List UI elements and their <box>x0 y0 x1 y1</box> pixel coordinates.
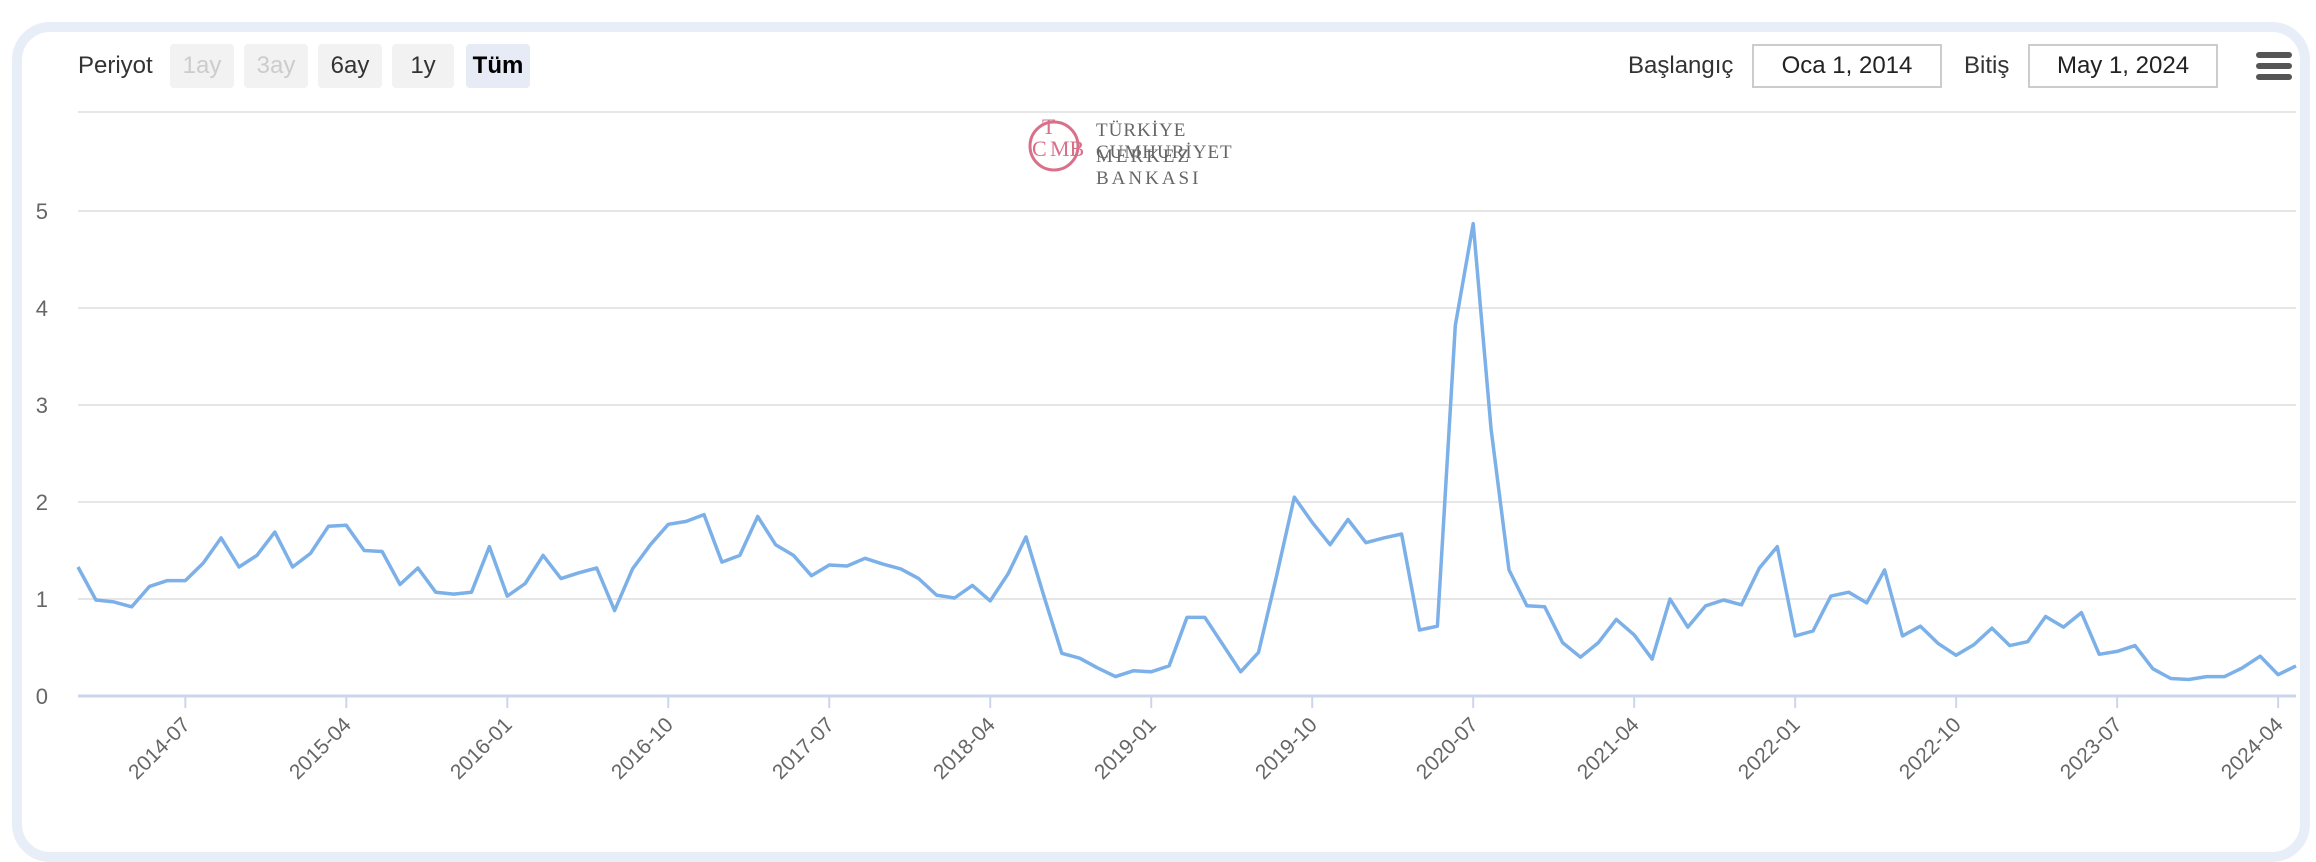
chart-container <box>12 22 2310 862</box>
x-tick-label: 2019-10 <box>1251 713 1322 784</box>
x-tick-label: 2021-04 <box>1573 713 1644 784</box>
y-tick-label: 1 <box>36 587 48 612</box>
x-axis: 2014-07 2015-04 2016-01 2016-10 2017-07 2018-… <box>78 694 2296 784</box>
end-date-label: Bitiş <box>1964 52 2010 79</box>
hamburger-menu-icon[interactable] <box>2256 52 2292 84</box>
x-tick-label: 2022-10 <box>1895 713 1966 784</box>
x-tick-label: 2018-04 <box>929 713 1000 784</box>
grid-lines <box>78 111 2296 600</box>
series-line <box>76 221 2297 682</box>
y-axis: 0 1 2 3 4 5 <box>36 199 48 709</box>
x-tick-label: 2024-04 <box>2217 713 2288 784</box>
logo-line2: MERKEZ BANKASI <box>1096 146 1202 189</box>
range-1y-button[interactable]: 1y <box>392 44 454 88</box>
x-tick-label: 2022-01 <box>1734 713 1805 784</box>
start-date-label: Başlangıç <box>1628 52 1734 79</box>
range-selector-toolbar: Periyot 1ay 3ay 6ay 1y Tüm Başlangıç Oca… <box>0 0 2316 90</box>
x-tick-label: 2023-07 <box>2056 713 2127 784</box>
tcmb-logo: T C MB TÜRKİYE CUMHURİYET MERKEZ BANKASI <box>1022 112 1232 189</box>
tcmb-emblem-icon: T C MB <box>1028 114 1084 172</box>
series-group <box>76 221 2297 682</box>
x-tick-label: 2015-04 <box>285 713 356 784</box>
y-tick-label: 2 <box>36 490 48 515</box>
x-tick-label: 2019-01 <box>1090 713 1161 784</box>
x-tick-label: 2014-07 <box>124 713 195 784</box>
logo-line1: TÜRKİYE CUMHURİYET <box>1096 120 1233 163</box>
y-tick-label: 4 <box>36 296 48 321</box>
x-tick-label: 2016-01 <box>446 713 517 784</box>
svg-text:C: C <box>1032 136 1047 161</box>
x-tick-label: 2016-10 <box>607 713 678 784</box>
y-tick-label: 0 <box>36 684 48 709</box>
end-date-input[interactable]: May 1, 2024 <box>2028 44 2218 88</box>
start-date-input[interactable]: Oca 1, 2014 <box>1752 44 1942 88</box>
y-tick-label: 3 <box>36 393 48 418</box>
svg-text:T: T <box>1042 114 1056 139</box>
y-tick-label: 5 <box>36 199 48 224</box>
period-label: Periyot <box>78 52 153 79</box>
range-1m-button[interactable]: 1ay <box>170 44 234 88</box>
range-6m-button[interactable]: 6ay <box>318 44 382 88</box>
x-tick-label: 2020-07 <box>1412 713 1483 784</box>
x-tick-label: 2017-07 <box>768 713 839 784</box>
svg-text:MB: MB <box>1050 136 1084 161</box>
range-3m-button[interactable]: 3ay <box>244 44 308 88</box>
range-all-button[interactable]: Tüm <box>466 44 530 88</box>
line-chart: 0 1 2 3 4 5 2014-07 2015-04 2016-01 2016-10 2017-… <box>36 111 2297 784</box>
